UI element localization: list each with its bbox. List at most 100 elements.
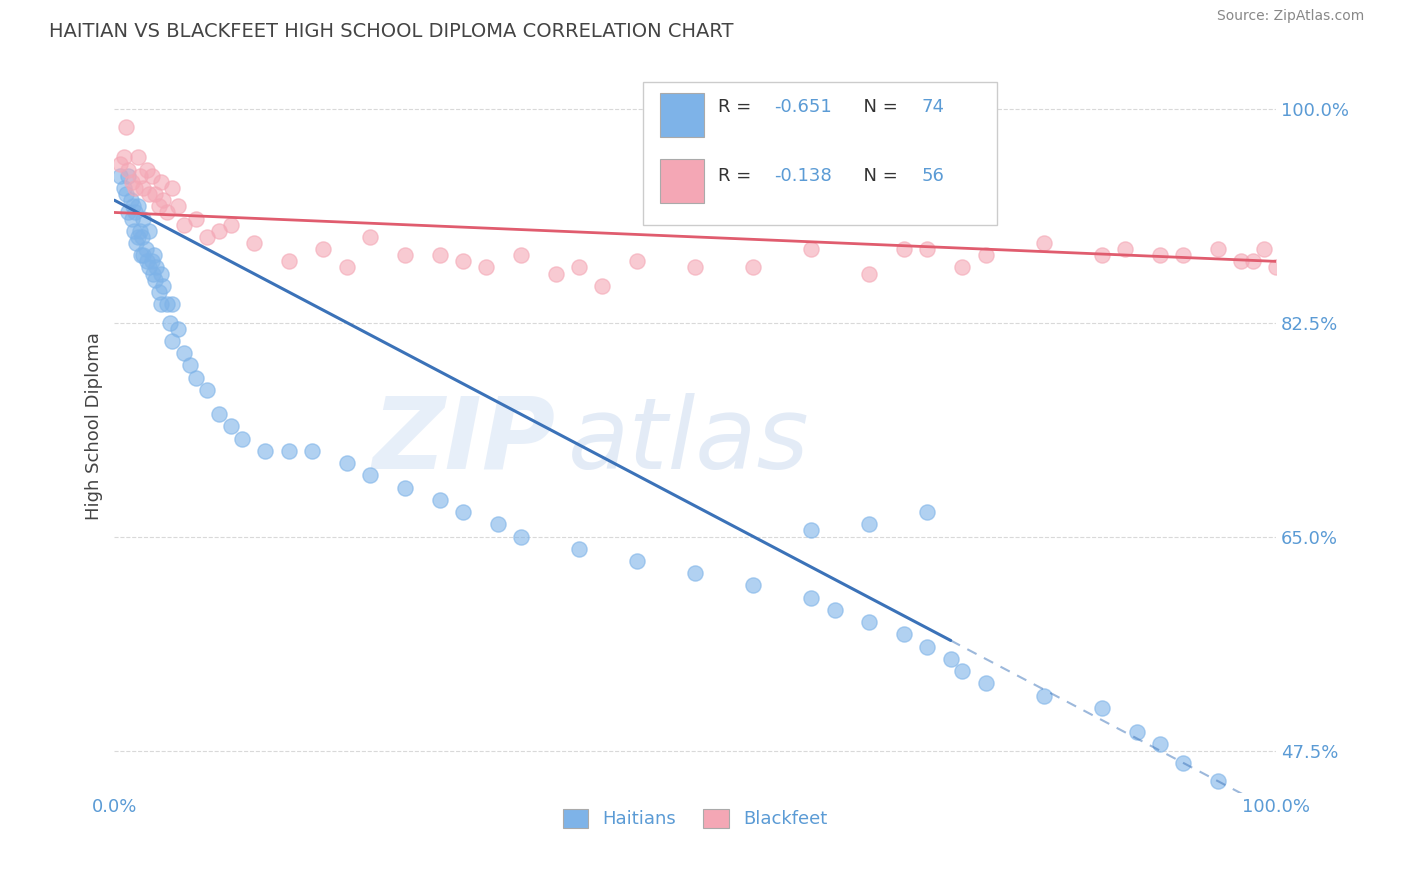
Point bbox=[127, 150, 149, 164]
Legend: Haitians, Blackfeet: Haitians, Blackfeet bbox=[555, 802, 835, 836]
Point bbox=[1206, 242, 1229, 256]
Point bbox=[143, 273, 166, 287]
Point bbox=[142, 267, 165, 281]
Point bbox=[1206, 774, 1229, 789]
Point bbox=[145, 260, 167, 275]
Point bbox=[742, 578, 765, 592]
Point bbox=[917, 640, 939, 654]
Point bbox=[1171, 248, 1194, 262]
FancyBboxPatch shape bbox=[661, 93, 704, 136]
Point bbox=[359, 230, 381, 244]
Point bbox=[143, 187, 166, 202]
Point bbox=[1171, 756, 1194, 770]
Text: HAITIAN VS BLACKFEET HIGH SCHOOL DIPLOMA CORRELATION CHART: HAITIAN VS BLACKFEET HIGH SCHOOL DIPLOMA… bbox=[49, 22, 734, 41]
Point bbox=[125, 235, 148, 250]
Point bbox=[129, 248, 152, 262]
Point bbox=[475, 260, 498, 275]
Point bbox=[243, 235, 266, 250]
Point bbox=[939, 652, 962, 666]
Point bbox=[336, 456, 359, 470]
Point bbox=[1149, 738, 1171, 752]
Point bbox=[141, 169, 163, 183]
Point bbox=[683, 260, 706, 275]
Point bbox=[858, 267, 880, 281]
Point bbox=[429, 248, 451, 262]
Point bbox=[510, 529, 533, 543]
Point bbox=[544, 267, 567, 281]
Point bbox=[121, 175, 143, 189]
Point bbox=[184, 370, 207, 384]
Point bbox=[149, 297, 172, 311]
Point bbox=[115, 120, 138, 134]
Text: N =: N = bbox=[852, 167, 904, 185]
Point bbox=[112, 181, 135, 195]
Point bbox=[117, 169, 139, 183]
Point bbox=[148, 199, 170, 213]
Point bbox=[1265, 260, 1288, 275]
Point bbox=[131, 230, 153, 244]
Point bbox=[917, 242, 939, 256]
Point bbox=[167, 199, 190, 213]
Point bbox=[312, 242, 335, 256]
Point bbox=[173, 346, 195, 360]
Point bbox=[1253, 242, 1275, 256]
Point bbox=[1125, 725, 1147, 739]
Point bbox=[156, 205, 179, 219]
Point bbox=[148, 285, 170, 299]
Point bbox=[219, 218, 242, 232]
Point bbox=[1032, 235, 1054, 250]
Point bbox=[152, 193, 174, 207]
Point bbox=[110, 156, 132, 170]
Point bbox=[277, 254, 299, 268]
Point bbox=[138, 224, 160, 238]
Point bbox=[156, 297, 179, 311]
Point bbox=[115, 187, 138, 202]
Point bbox=[179, 359, 201, 373]
Point bbox=[1032, 689, 1054, 703]
Point bbox=[173, 218, 195, 232]
Point bbox=[149, 175, 172, 189]
Point bbox=[858, 615, 880, 629]
Point bbox=[858, 517, 880, 532]
Point bbox=[159, 316, 181, 330]
Point bbox=[219, 419, 242, 434]
Point bbox=[231, 432, 253, 446]
Point bbox=[1230, 254, 1253, 268]
Point bbox=[112, 150, 135, 164]
Point bbox=[800, 524, 823, 538]
Point bbox=[129, 169, 152, 183]
Point bbox=[893, 627, 915, 641]
Point bbox=[974, 248, 997, 262]
Point bbox=[301, 444, 323, 458]
Text: 74: 74 bbox=[922, 98, 945, 116]
Point bbox=[591, 278, 613, 293]
Text: -0.138: -0.138 bbox=[775, 167, 832, 185]
Point bbox=[486, 517, 509, 532]
Text: R =: R = bbox=[718, 98, 758, 116]
Point bbox=[1091, 248, 1114, 262]
Point bbox=[1091, 700, 1114, 714]
Point bbox=[117, 205, 139, 219]
Point bbox=[208, 407, 231, 421]
FancyBboxPatch shape bbox=[643, 81, 997, 225]
Point bbox=[1241, 254, 1264, 268]
Point bbox=[429, 492, 451, 507]
Text: 56: 56 bbox=[922, 167, 945, 185]
Point bbox=[135, 242, 157, 256]
Text: N =: N = bbox=[852, 98, 904, 116]
Point bbox=[132, 248, 155, 262]
Point bbox=[1114, 242, 1136, 256]
Point bbox=[626, 254, 648, 268]
Point bbox=[162, 181, 184, 195]
Point bbox=[800, 591, 823, 605]
Point bbox=[568, 541, 591, 556]
Text: atlas: atlas bbox=[568, 392, 808, 490]
Point bbox=[195, 383, 218, 397]
Point bbox=[121, 211, 143, 226]
Point bbox=[208, 224, 231, 238]
Text: ZIP: ZIP bbox=[373, 392, 555, 490]
Point bbox=[136, 162, 159, 177]
Point bbox=[120, 193, 142, 207]
Point bbox=[950, 664, 973, 678]
Point bbox=[138, 260, 160, 275]
